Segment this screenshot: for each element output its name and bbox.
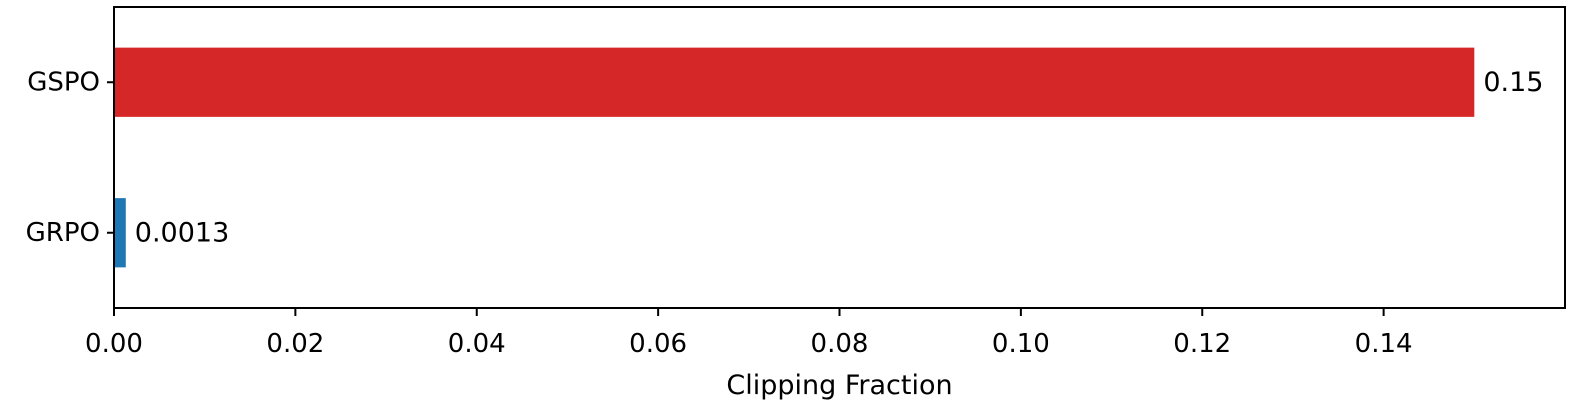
y-tick-label-gspo: GSPO	[27, 67, 100, 97]
x-axis-ticks: 0.00 0.02 0.04 0.06 0.08 0.10 0.12 0.14	[85, 308, 1413, 359]
y-axis-ticks: GSPO GRPO	[26, 67, 114, 248]
bar-gspo	[114, 47, 1475, 117]
x-tick-label: 0.14	[1355, 329, 1413, 359]
bars-layer	[114, 47, 1475, 268]
y-tick-label-grpo: GRPO	[26, 218, 100, 248]
value-label-gspo: 0.15	[1483, 67, 1543, 98]
x-axis-title: Clipping Fraction	[726, 370, 952, 401]
value-labels-layer: 0.15 0.0013	[135, 67, 1544, 249]
x-tick-label: 0.04	[448, 329, 506, 359]
x-tick-label: 0.08	[811, 329, 869, 359]
bar-grpo	[114, 198, 126, 268]
x-tick-label: 0.02	[266, 329, 324, 359]
x-tick-label: 0.06	[629, 329, 687, 359]
x-tick-label: 0.00	[85, 329, 143, 359]
x-tick-label: 0.12	[1173, 329, 1231, 359]
value-label-grpo: 0.0013	[135, 217, 229, 248]
x-tick-label: 0.10	[992, 329, 1050, 359]
